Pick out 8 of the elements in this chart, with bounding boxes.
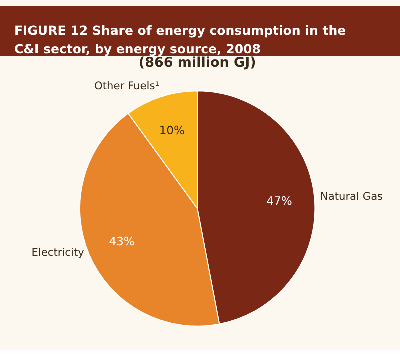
slice-label: Other Fuels¹ xyxy=(94,80,160,92)
data-label: 43% xyxy=(109,234,135,248)
chart-title: FIGURE 12 Share of energy consumption in the C&I sector, by energy source, 2008 xyxy=(14,23,346,57)
data-label: 10% xyxy=(159,123,186,138)
slice-label: Electricity xyxy=(32,246,84,259)
data-label: 47% xyxy=(266,194,292,208)
slice-label: Natural Gas xyxy=(320,191,384,204)
chart-subtitle: (866 million GJ) xyxy=(138,55,256,72)
